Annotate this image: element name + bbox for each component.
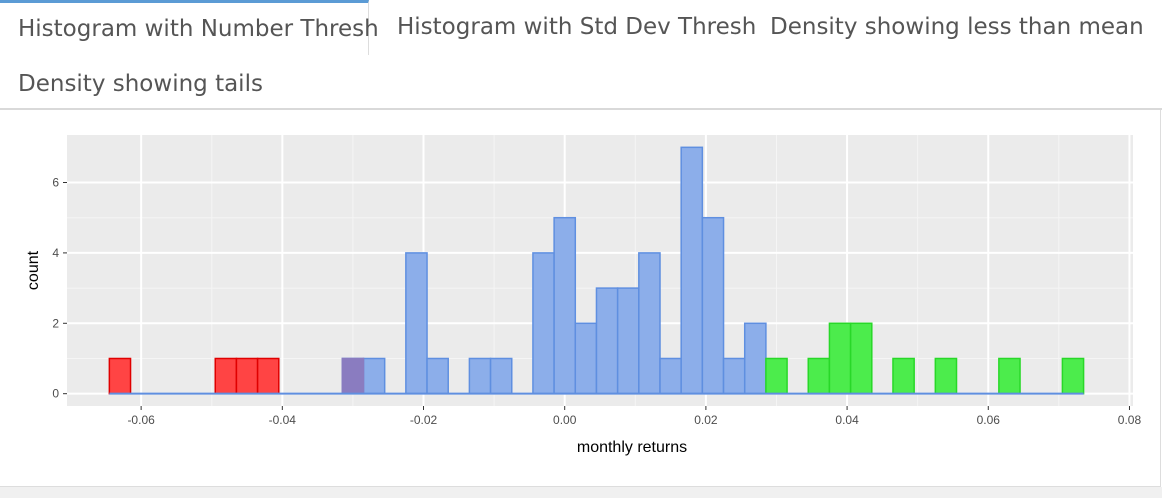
x-tick-label: 0.06 [977,413,1001,427]
x-tick-label: -0.02 [410,413,438,427]
page-background [0,487,1162,498]
histogram-bar-blue [553,216,577,395]
histogram-bar-green [765,357,788,395]
histogram-bar-purple [341,357,365,395]
histogram-bar-blue [743,322,767,395]
histogram-bar-blue [595,287,619,395]
histogram-bar-green [807,357,831,395]
histogram-bar-red [235,357,259,395]
x-tick-label: -0.04 [269,413,297,427]
histogram-bar-green [998,357,1021,395]
x-axis-title: monthly returns [577,439,687,456]
histogram-bar-blue [574,322,598,395]
histogram-bar-blue [616,287,640,395]
x-tick-label: 0.04 [835,413,859,427]
histogram-bar-blue [362,357,386,395]
histogram-chart: -0.06 -0.04 -0.02 0.00 0.02 0.04 0.06 0.08 0 2 4 6… [25,135,1141,456]
histogram-bar-blue [659,357,682,395]
y-axis: 0 2 4 6 [52,176,67,401]
histogram-bar-green [1061,357,1085,395]
x-tick-label: 0.02 [694,413,718,427]
histogram-bar-green [828,322,852,395]
tab-bar: Histogram with Number Thresh Histogram w… [0,0,1162,110]
histogram-bar-green [934,357,958,395]
histogram-bar-blue [680,146,704,395]
histogram-bar-blue [722,357,746,395]
y-axis-title: count [25,250,42,290]
tab-bar-divider [0,108,1162,110]
tab-label: Histogram with Number Thresh [18,16,379,42]
x-tick-label: -0.06 [127,413,155,427]
histogram-bar-red [214,357,238,395]
histogram-bar-red [256,357,280,395]
y-tick-label: 4 [52,246,59,260]
histogram-bar-green [849,322,873,395]
tab-histogram-number-thresh[interactable]: Histogram with Number Thresh [0,0,379,55]
histogram-bar-blue [638,252,661,395]
x-tick-label: 0.08 [1118,413,1142,427]
tab-density-less-than-mean[interactable]: Density showing less than mean [770,14,1144,40]
x-tick-label: 0.00 [553,413,577,427]
histogram-bar-blue [489,357,513,395]
histogram-bar-red [108,357,132,395]
histogram-bar-blue [405,252,428,395]
histogram-bar-blue [532,252,555,395]
histogram-bar-green [892,357,915,395]
y-tick-label: 2 [52,316,59,330]
y-tick-label: 0 [52,387,59,401]
histogram-bars [108,146,1085,395]
tab-histogram-std-dev-thresh[interactable]: Histogram with Std Dev Thresh [397,14,757,40]
histogram-bar-blue [426,357,449,395]
tab-density-tails[interactable]: Density showing tails [18,71,263,97]
x-axis: -0.06 -0.04 -0.02 0.00 0.02 0.04 0.06 0.08 [127,406,1141,427]
y-tick-label: 6 [52,176,59,190]
histogram-bar-blue [468,357,492,395]
histogram-bar-blue [701,216,725,395]
